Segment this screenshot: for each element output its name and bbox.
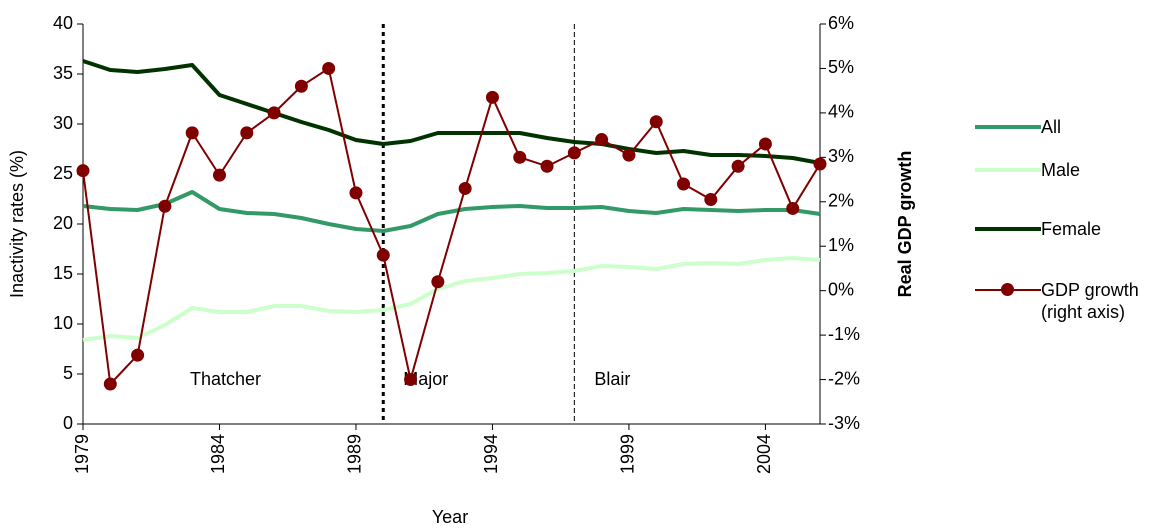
legend-entry: Female — [975, 218, 1151, 240]
legend-label: All — [1041, 117, 1062, 137]
data-point — [158, 199, 172, 213]
data-point — [540, 159, 554, 173]
period-label: Blair — [594, 369, 630, 389]
data-point — [786, 201, 800, 215]
legend-label: Female — [1041, 219, 1102, 239]
data-point — [622, 148, 636, 162]
data-point — [813, 157, 827, 171]
data-point — [431, 275, 445, 289]
data-point — [349, 186, 363, 200]
y2-tick-label: 5% — [828, 57, 854, 77]
y2-tick-label: -3% — [828, 413, 860, 433]
legend-label: GDP growth (right axis) — [1041, 280, 1139, 322]
data-point — [404, 373, 418, 387]
y-tick-label: 20 — [53, 213, 73, 233]
x-tick-label: 1999 — [618, 434, 638, 474]
y2-tick-label: 6% — [828, 13, 854, 33]
x-tick-label: 1994 — [481, 434, 501, 474]
data-point — [103, 377, 117, 391]
x-tick-label: 1979 — [72, 434, 92, 474]
x-tick-label: 1989 — [345, 434, 365, 474]
legend-swatch — [975, 116, 1041, 138]
y2-tick-label: 0% — [828, 279, 854, 299]
data-point — [294, 79, 308, 93]
x-axis-title: Year — [432, 507, 468, 527]
y2-tick-label: -1% — [828, 324, 860, 344]
series-line — [82, 67, 821, 385]
data-point — [376, 248, 390, 262]
data-point — [649, 115, 663, 129]
series-line — [82, 59, 821, 165]
y2-tick-label: 4% — [828, 102, 854, 122]
data-point — [458, 181, 472, 195]
data-point — [267, 106, 281, 120]
y-axis-title: Inactivity rates (%) — [7, 150, 27, 298]
data-point — [595, 133, 609, 147]
y2-tick-label: 3% — [828, 146, 854, 166]
data-point — [322, 61, 336, 75]
y2-tick-label: -2% — [828, 368, 860, 388]
data-point — [185, 126, 199, 140]
legend-entry: All — [975, 116, 1151, 138]
data-point — [240, 126, 254, 140]
data-point — [758, 137, 772, 151]
y-tick-label: 40 — [53, 13, 73, 33]
y-tick-label: 5 — [63, 363, 73, 383]
x-tick-label: 2004 — [754, 434, 774, 474]
data-point — [131, 348, 145, 362]
x-tick-label: 1984 — [208, 434, 228, 474]
data-point — [731, 159, 745, 173]
y-tick-label: 35 — [53, 63, 73, 83]
y-tick-label: 0 — [63, 413, 73, 433]
data-point — [76, 164, 90, 178]
data-point — [485, 90, 499, 104]
y-tick-label: 25 — [53, 163, 73, 183]
legend-swatch — [975, 279, 1041, 301]
y-tick-label: 15 — [53, 263, 73, 283]
y2-tick-label: 2% — [828, 191, 854, 211]
y-tick-label: 10 — [53, 313, 73, 333]
data-point — [212, 168, 226, 182]
series-line — [82, 256, 821, 342]
y-tick-label: 30 — [53, 113, 73, 133]
legend-entry: GDP growth (right axis) — [975, 279, 1151, 323]
data-point — [513, 150, 527, 164]
period-label: Thatcher — [190, 369, 261, 389]
legend-swatch — [975, 218, 1041, 240]
legend-swatch — [975, 159, 1041, 181]
data-point — [677, 177, 691, 191]
series-line — [82, 190, 821, 233]
data-point — [704, 193, 718, 207]
legend-label: Male — [1041, 160, 1081, 180]
y2-tick-label: 1% — [828, 235, 854, 255]
legend-entry: Male — [975, 159, 1151, 181]
data-point — [567, 146, 581, 160]
y2-axis-title: Real GDP growth — [895, 151, 915, 298]
